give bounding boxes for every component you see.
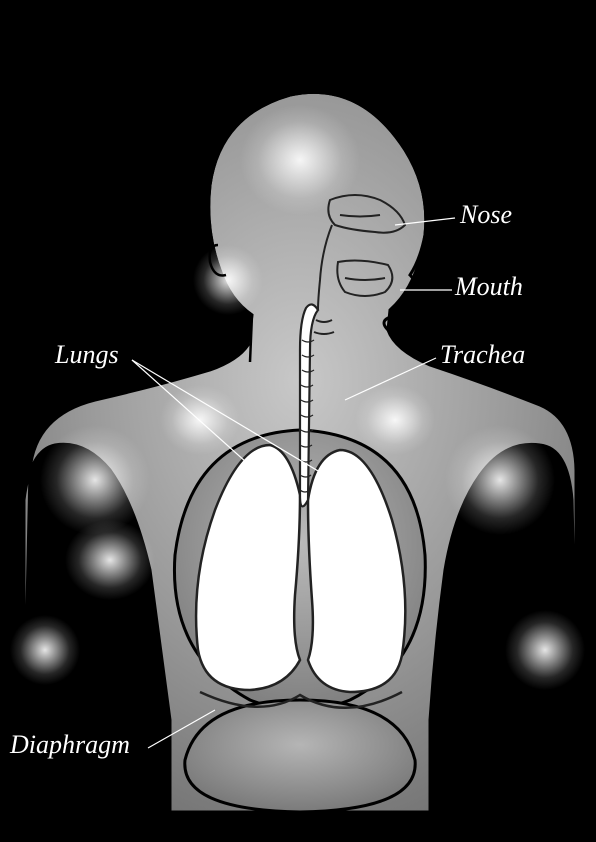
highlight xyxy=(40,425,150,535)
anatomy-svg xyxy=(0,0,596,842)
label-nose: Nose xyxy=(460,200,512,230)
highlight xyxy=(240,105,360,215)
highlight xyxy=(65,520,155,600)
highlight xyxy=(445,425,555,535)
label-mouth: Mouth xyxy=(455,272,523,302)
label-lungs: Lungs xyxy=(55,340,119,370)
label-diaphragm: Diaphragm xyxy=(10,730,130,760)
label-trachea: Trachea xyxy=(440,340,525,370)
highlight xyxy=(505,610,585,690)
highlight xyxy=(355,385,435,455)
diagram-canvas: Nose Mouth Trachea Lungs Diaphragm xyxy=(0,0,596,842)
highlight xyxy=(10,615,80,685)
abdomen xyxy=(185,700,415,812)
highlight xyxy=(160,385,240,455)
highlight xyxy=(193,245,263,315)
